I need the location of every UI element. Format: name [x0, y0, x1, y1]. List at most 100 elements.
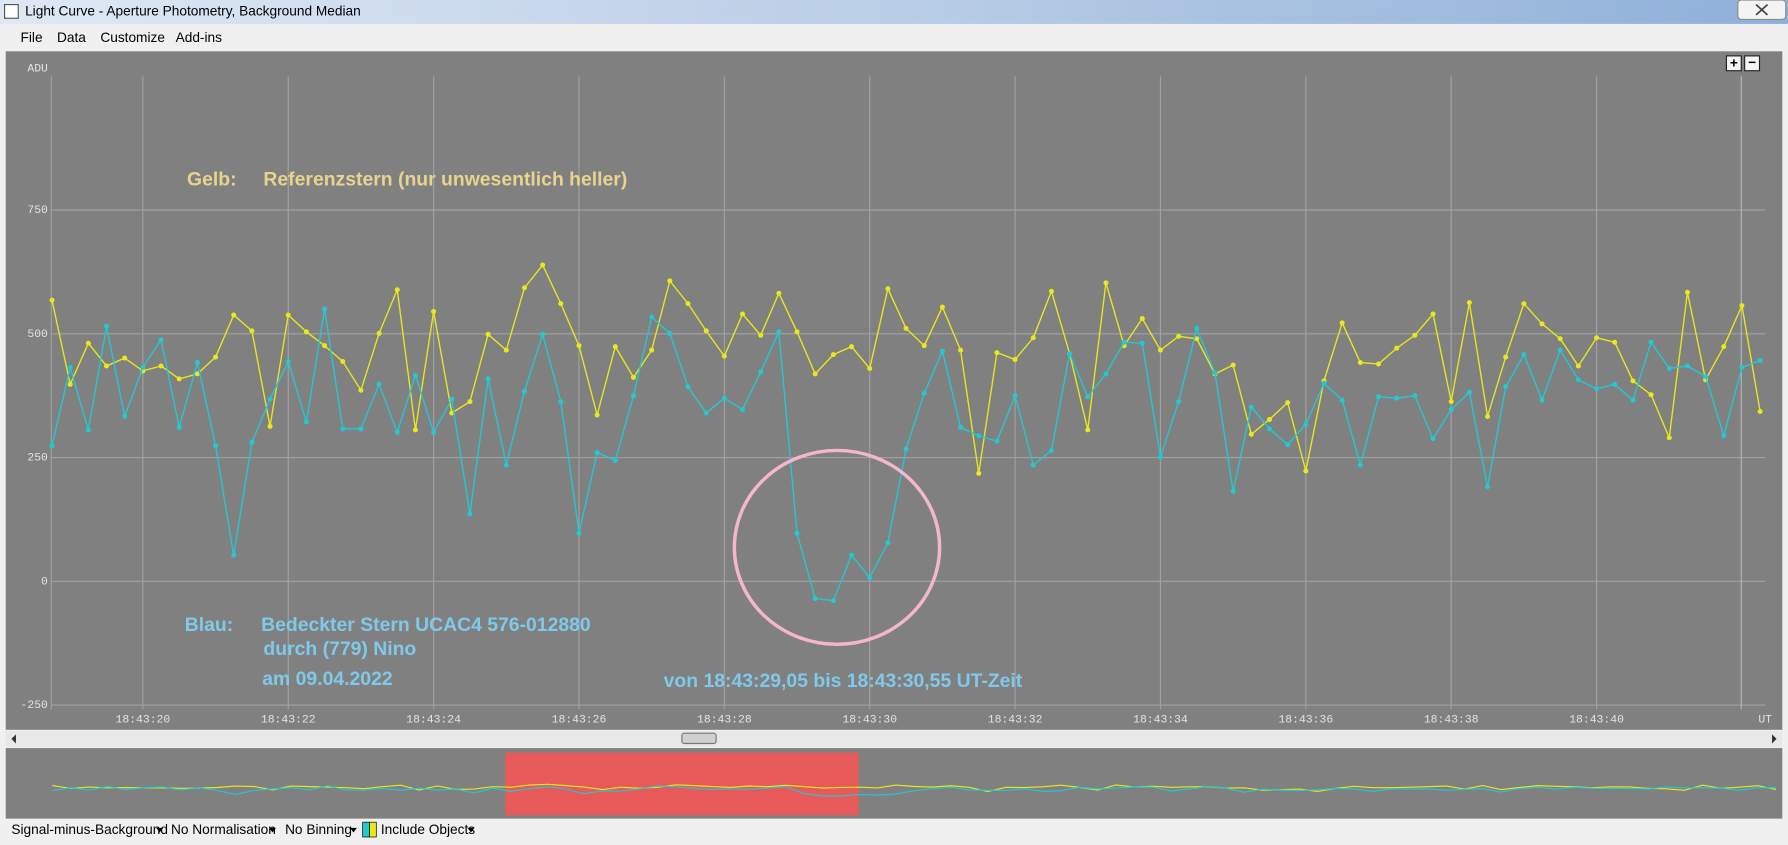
data-point: [667, 278, 673, 284]
menu-item[interactable]: File: [21, 30, 43, 45]
data-point: [285, 312, 291, 318]
overview: [52, 783, 1777, 797]
data-point: [1448, 399, 1454, 405]
menu-item[interactable]: Data: [57, 30, 86, 45]
data-point: [849, 552, 855, 558]
data-point: [67, 381, 73, 387]
data-point: [1139, 340, 1145, 346]
data-point: [231, 552, 237, 558]
data-point: [104, 363, 110, 369]
data-point: [358, 387, 364, 393]
data-point: [122, 413, 128, 419]
overview-selection[interactable]: [505, 752, 859, 816]
data-point: [594, 450, 600, 456]
data-point: [612, 344, 618, 350]
data-point: [1357, 462, 1363, 468]
x-tick-label: 18:43:24: [406, 715, 461, 727]
data-point: [249, 328, 255, 334]
data-point: [249, 439, 255, 445]
data-point: [104, 323, 110, 329]
data-point: [994, 350, 1000, 356]
data-point: [1067, 351, 1073, 357]
data-point: [1030, 335, 1036, 341]
data-point: [1575, 363, 1581, 369]
data-point: [776, 329, 782, 335]
annotation: durch (779) Nino: [263, 638, 416, 660]
data-point: [903, 446, 909, 452]
data-point: [340, 359, 346, 365]
dropdown-arrow: [156, 827, 164, 833]
y-tick-label: -250: [21, 700, 49, 712]
zoom-out-label: −: [1748, 55, 1756, 70]
data-point: [594, 412, 600, 418]
data-point: [394, 287, 400, 293]
dropdown[interactable]: No Normalisation: [171, 822, 276, 837]
y-tick-label: 0: [41, 576, 48, 588]
objects-swatch: [369, 821, 377, 838]
dropdown[interactable]: Signal-minus-Background: [11, 822, 168, 837]
app-icon: [3, 4, 19, 19]
annotation: Blau:: [185, 614, 233, 636]
data-point: [1230, 488, 1236, 494]
menu-bar: [0, 23, 1788, 52]
data-point: [521, 388, 527, 394]
zoom-in-button[interactable]: [1725, 55, 1742, 72]
data-point: [540, 262, 546, 268]
data-point: [1394, 345, 1400, 351]
data-point: [158, 337, 164, 343]
data-point: [303, 419, 309, 425]
chart-area: [5, 51, 1783, 730]
menu-item[interactable]: Add-ins: [176, 30, 223, 45]
data-point: [1394, 395, 1400, 401]
data-point: [1739, 303, 1745, 309]
x-axis-label: UT: [1758, 715, 1772, 727]
data-point: [376, 330, 382, 336]
data-point: [412, 372, 418, 378]
data-point: [503, 347, 509, 353]
data-point: [939, 304, 945, 310]
data-point: [1557, 347, 1563, 353]
menu-item[interactable]: Customize: [100, 30, 165, 45]
plot: -250 0 250 500 750 18:43:20 18:43:22 18:43:24 18…: [21, 76, 1766, 727]
data-point: [1539, 321, 1545, 327]
data-point: [794, 329, 800, 335]
data-point: [1503, 384, 1509, 390]
data-point: [213, 354, 219, 360]
data-point: [1612, 381, 1618, 387]
x-tick-label: 18:43:26: [552, 715, 607, 727]
data-point: [1539, 397, 1545, 403]
data-point: [1485, 484, 1491, 490]
data-point: [1521, 352, 1527, 358]
data-point: [231, 312, 237, 318]
scroll-thumb[interactable]: [681, 732, 717, 745]
data-point: [939, 348, 945, 354]
data-point: [1157, 347, 1163, 353]
dropdown[interactable]: No Binning: [285, 822, 352, 837]
dropdown[interactable]: Include Objects: [381, 822, 475, 837]
data-point: [431, 309, 437, 315]
data-point: [885, 540, 891, 546]
data-point: [1230, 362, 1236, 368]
data-point: [1176, 333, 1182, 339]
y-tick-label: 500: [27, 329, 48, 341]
data-point: [485, 331, 491, 337]
data-point: [758, 369, 764, 375]
overview-area: [5, 748, 1783, 819]
data-point: [412, 427, 418, 433]
scrollbar[interactable]: [5, 730, 1783, 747]
data-point: [1048, 288, 1054, 294]
data-point: [1448, 407, 1454, 413]
data-point: [703, 410, 709, 416]
data-point: [1103, 280, 1109, 286]
data-point: [303, 329, 309, 335]
data-point: [467, 511, 473, 517]
data-point: [558, 301, 564, 307]
x-tick-label: 18:43:28: [697, 715, 752, 727]
zoom-out-button[interactable]: [1744, 55, 1761, 72]
data-point: [1285, 400, 1291, 406]
annotation: Referenzstern (nur unwesentlich heller): [263, 168, 627, 190]
data-point: [576, 343, 582, 349]
data-point: [1194, 325, 1200, 331]
objects-swatch: [362, 821, 370, 838]
status-toolbar: [0, 818, 1788, 845]
